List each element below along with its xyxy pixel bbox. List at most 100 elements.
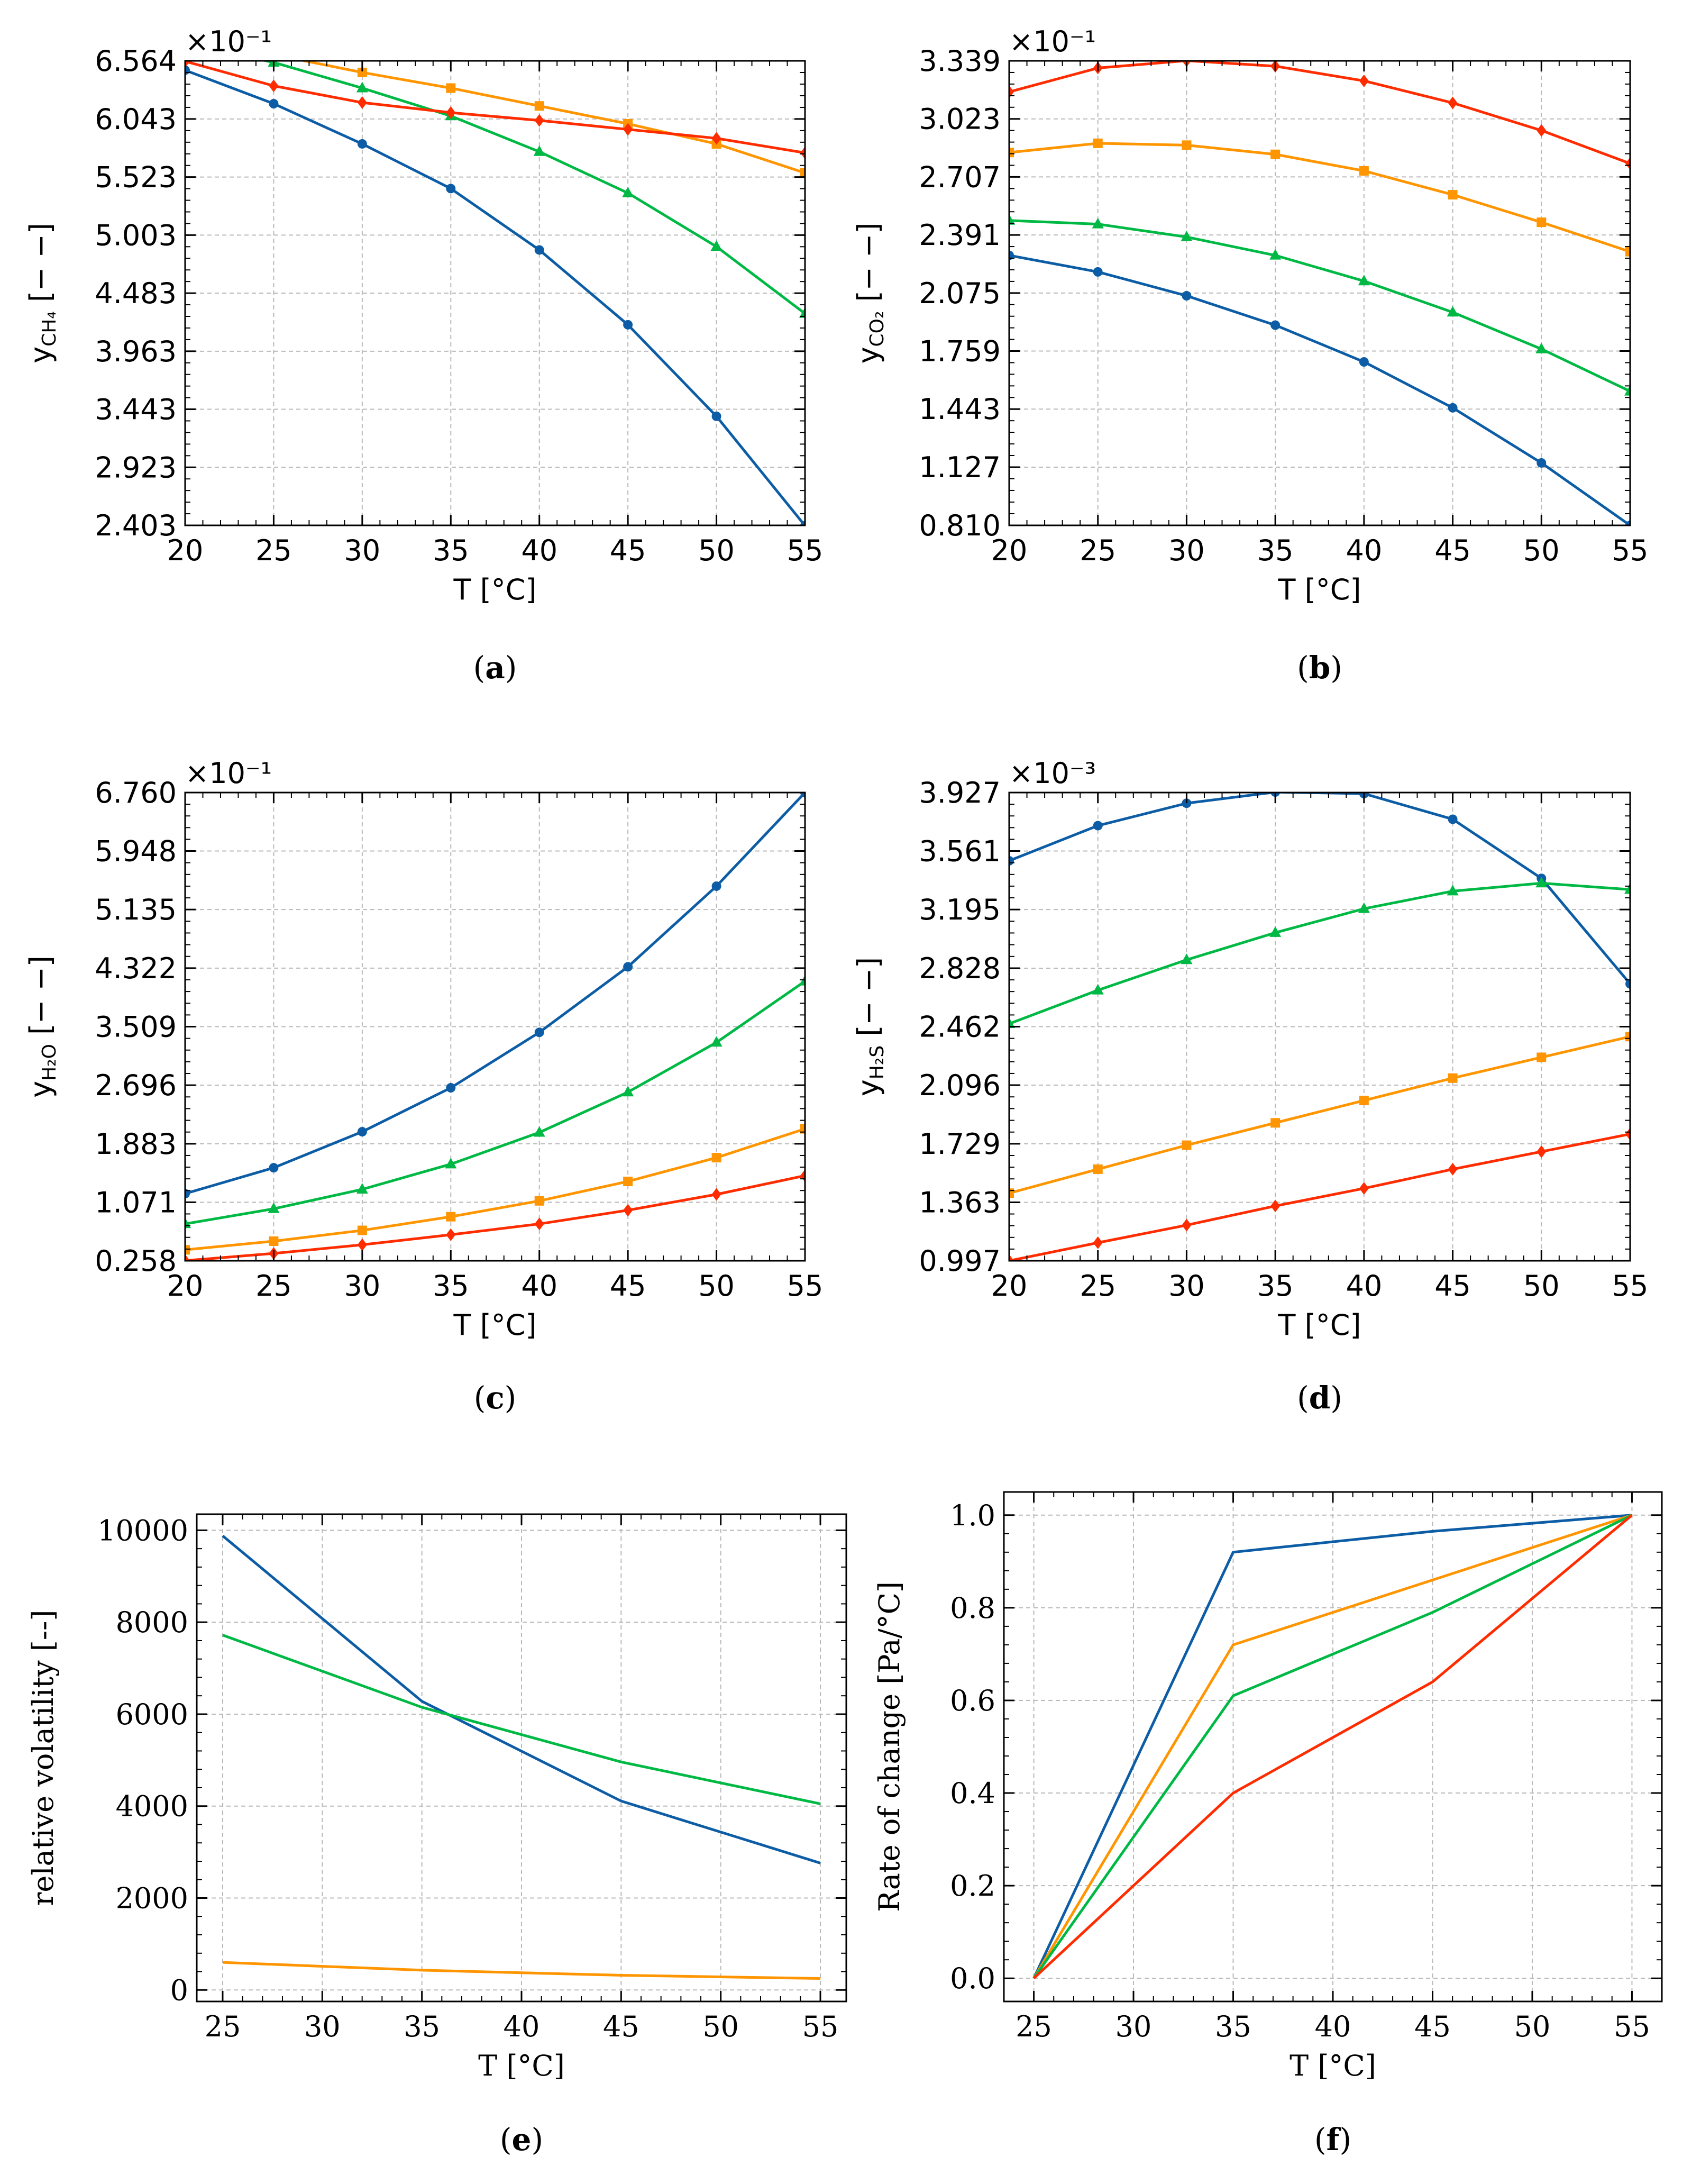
data-point <box>1093 267 1103 277</box>
data-point <box>623 123 633 136</box>
series-orange <box>298 61 805 178</box>
x-tick-label: 25 <box>1016 2010 1052 2043</box>
data-point <box>534 114 544 127</box>
data-point <box>1181 953 1193 964</box>
data-point <box>1009 1254 1014 1261</box>
data-point <box>1535 342 1548 353</box>
data-point <box>1009 85 1014 98</box>
series-orange <box>1009 1032 1630 1198</box>
data-point <box>1182 291 1192 301</box>
x-axis-label: T [°C] <box>1290 2049 1376 2082</box>
data-point <box>1625 247 1630 257</box>
x-tick-label: 45 <box>610 1269 646 1303</box>
series-red <box>1032 1514 1633 1980</box>
data-point <box>1625 157 1630 170</box>
data-point <box>711 411 721 421</box>
y-tick-label: 4.322 <box>95 952 177 985</box>
data-point <box>1092 217 1104 229</box>
data-point <box>800 793 805 797</box>
data-point <box>800 146 805 159</box>
y-label-subscript: CO₂ <box>866 311 888 347</box>
panel-caption-letter: f <box>1327 2122 1342 2158</box>
data-point <box>1448 96 1458 110</box>
y-label-suffix: [− −] <box>24 223 57 311</box>
data-point <box>1270 149 1281 159</box>
axis-multiplier: ×10⁻¹ <box>185 757 272 790</box>
data-point <box>1448 1162 1458 1176</box>
data-point <box>269 1163 279 1173</box>
data-point <box>623 320 633 330</box>
y-tick-label: 0.6 <box>950 1684 995 1717</box>
x-tick-label: 50 <box>1523 1269 1560 1303</box>
minor-ticks <box>1009 793 1630 1261</box>
series-blue <box>222 1534 821 1864</box>
data-point <box>1182 1140 1192 1150</box>
x-tick-label: 35 <box>1257 534 1294 567</box>
panel-caption-letter: a <box>485 650 505 686</box>
data-point <box>446 106 456 119</box>
y-label-main: y <box>852 1079 885 1096</box>
series-blue <box>1032 1514 1632 1979</box>
series-blue <box>1009 793 1630 989</box>
panel-caption: (d) <box>1297 1380 1342 1416</box>
data-point <box>800 168 805 178</box>
x-axis-label: T [°C] <box>1278 1308 1361 1342</box>
data-point <box>357 139 367 149</box>
y-label-subscript: CH₄ <box>39 311 60 347</box>
y-tick-label: 2000 <box>116 1882 188 1915</box>
y-tick-label: 1.127 <box>919 451 1001 484</box>
ticks <box>184 791 806 1262</box>
series-line-red <box>1009 1133 1630 1261</box>
x-axis-label: T [°C] <box>453 1308 537 1342</box>
ticks <box>1004 1492 1662 2001</box>
y-tick-label: 4.483 <box>95 277 177 310</box>
y-tick-label: 3.195 <box>919 893 1001 926</box>
y-label-subscript: H₂O <box>39 1044 60 1081</box>
data-point <box>1447 885 1459 896</box>
y-tick-label: 2.828 <box>919 952 1001 985</box>
series-line-green <box>1032 1514 1633 1979</box>
data-point <box>622 1086 634 1097</box>
data-point <box>446 184 456 194</box>
data-point <box>1625 979 1630 989</box>
chart-panel-e: 25 30 35 40 45 50 55 0 2000 4000 6000 8000 10000 T [°… <box>26 1513 847 2158</box>
data-point <box>1535 877 1548 888</box>
series-line-blue <box>1032 1514 1632 1979</box>
x-tick-label: 30 <box>1115 2010 1152 2043</box>
x-axis-label: T [°C] <box>1278 573 1361 606</box>
x-tick-label: 35 <box>433 534 469 567</box>
x-tick-label: 25 <box>1080 1269 1116 1303</box>
data-point <box>185 61 190 68</box>
series-green <box>222 1634 821 1805</box>
series-blue <box>1009 250 1630 525</box>
data-point <box>1537 124 1547 137</box>
data-point <box>711 132 721 145</box>
data-point <box>710 240 723 251</box>
data-point <box>1093 1164 1103 1174</box>
panel-caption: (c) <box>474 1380 517 1416</box>
data-point <box>1182 1218 1192 1232</box>
data-point <box>1359 1182 1369 1195</box>
series-line-orange <box>185 1127 805 1251</box>
y-tick-label: 3.443 <box>95 393 177 426</box>
x-tick-label: 55 <box>1614 2010 1650 2043</box>
series-line-blue <box>1009 793 1630 985</box>
data-point <box>711 1153 721 1163</box>
x-tick-label: 40 <box>1315 2010 1351 2043</box>
data-point <box>268 1202 280 1213</box>
y-tick-label: 5.523 <box>95 161 177 194</box>
panel-caption-close: ) <box>1339 2122 1351 2158</box>
x-tick-label: 40 <box>504 2010 540 2043</box>
y-tick-label: 3.927 <box>919 776 1001 809</box>
data-point <box>1624 385 1630 396</box>
data-point <box>533 145 545 156</box>
data-point <box>534 101 544 111</box>
data-point <box>1182 798 1192 808</box>
data-point <box>800 521 805 525</box>
series-orange <box>1009 138 1630 257</box>
y-label-main: y <box>24 1081 57 1098</box>
x-tick-label: 35 <box>433 1269 469 1303</box>
series-line-green <box>1009 881 1630 1025</box>
data-point <box>1009 1188 1014 1198</box>
minor-ticks <box>185 793 805 1261</box>
